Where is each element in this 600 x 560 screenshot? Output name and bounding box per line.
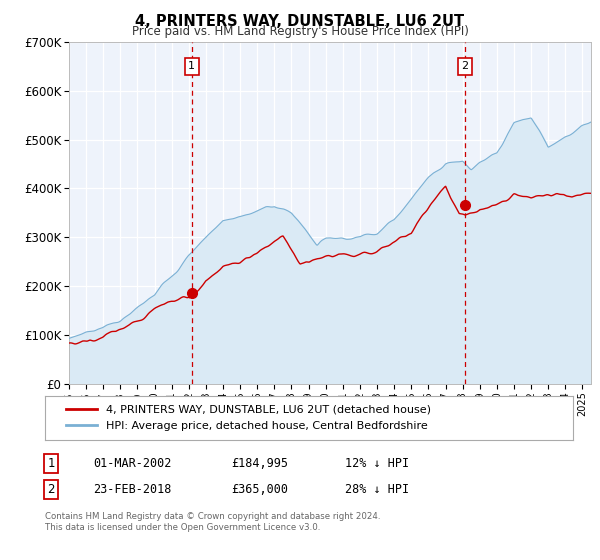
Text: 28% ↓ HPI: 28% ↓ HPI (345, 483, 409, 496)
Text: Price paid vs. HM Land Registry's House Price Index (HPI): Price paid vs. HM Land Registry's House … (131, 25, 469, 38)
Text: Contains HM Land Registry data © Crown copyright and database right 2024.
This d: Contains HM Land Registry data © Crown c… (45, 512, 380, 532)
Text: £184,995: £184,995 (231, 457, 288, 470)
Text: 4, PRINTERS WAY, DUNSTABLE, LU6 2UT: 4, PRINTERS WAY, DUNSTABLE, LU6 2UT (136, 14, 464, 29)
Text: £365,000: £365,000 (231, 483, 288, 496)
Text: 2: 2 (47, 483, 55, 496)
Legend: 4, PRINTERS WAY, DUNSTABLE, LU6 2UT (detached house), HPI: Average price, detach: 4, PRINTERS WAY, DUNSTABLE, LU6 2UT (det… (61, 400, 435, 436)
Text: 12% ↓ HPI: 12% ↓ HPI (345, 457, 409, 470)
Text: 1: 1 (188, 62, 195, 71)
Text: 2: 2 (461, 62, 469, 71)
Text: 1: 1 (47, 457, 55, 470)
Text: 23-FEB-2018: 23-FEB-2018 (93, 483, 172, 496)
Text: 01-MAR-2002: 01-MAR-2002 (93, 457, 172, 470)
